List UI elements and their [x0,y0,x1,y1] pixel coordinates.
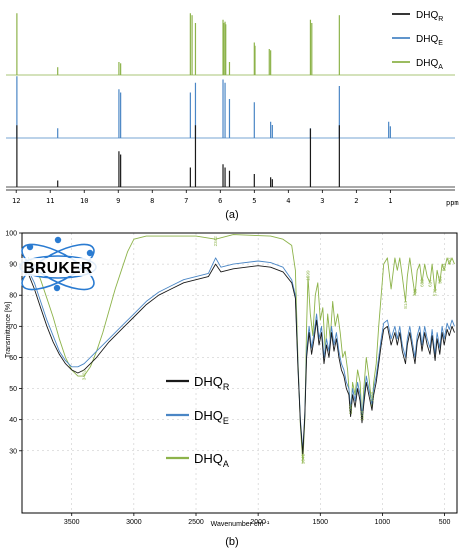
nmr-tick-label: 2 [354,197,358,205]
logo-wordmark: BRUKER [23,260,92,277]
ftir-peak-label: 462 [447,257,452,265]
ftir-peak-label: 1164 [360,410,365,420]
nmr-tick-label: 12 [12,197,20,205]
ftir-trace-dhq_r [27,263,455,455]
logo-dot-icon [54,236,62,244]
nmr-tick-label: 3 [320,197,324,205]
ftir-legend-label: DHQR [194,374,230,392]
nmr-chart: 12 11 10 9 8 7 6 5 4 3 2 1 ppm DHQR DHQE DHQA (a) [6,10,459,221]
nmr-tick-label: 11 [46,197,54,205]
ftir-y-tick-label: 40 [9,417,17,424]
ftir-peak-label: 617 [428,279,433,287]
nmr-x-axis-label: ppm [446,199,459,207]
nmr-tick-label: 7 [184,197,188,205]
ftir-y-tick-label: 100 [5,231,17,238]
ftir-x-tick-label: 500 [439,519,451,526]
ftir-x-tick-label: 2000 [250,519,266,526]
ftir-peak-label: 682 [420,279,425,287]
ftir-trace-dhq_e [27,257,455,452]
nmr-tick-label: 10 [80,197,88,205]
nmr-tick-label: 5 [252,197,256,205]
ftir-y-tick-label: 90 [9,262,17,269]
bruker-logo: BRUKER [17,236,99,292]
ftir-y-tick-label: 80 [9,293,17,300]
ftir-x-axis-label: Wavenumber cm⁻¹ [211,521,270,528]
ftir-x-tick-label: 3500 [64,519,80,526]
nmr-tick-label: 8 [150,197,154,205]
nmr-trace-dhq_e [6,76,455,139]
ftir-x-tick-label: 2500 [188,519,204,526]
ftir-legend: DHQR DHQE DHQA [166,374,230,469]
panel-label-a: (a) [225,209,238,221]
ftir-legend-label: DHQA [194,451,229,469]
ftir-y-tick-label: 30 [9,448,17,455]
ftir-y-tick-label: 70 [9,324,17,331]
logo-dot-icon [86,249,94,257]
ftir-peak-label: 738 [413,288,418,296]
ftir-peak-label: 503 [442,263,447,271]
ftir-y-tick-label: 50 [9,386,17,393]
nmr-tick-label: 6 [218,197,222,205]
ftir-peak-label: 1256 [348,404,353,415]
ftir-peak-label: 814 [403,301,408,309]
ftir-x-tick-label: 1500 [312,519,328,526]
ftir-x-tick-label: 3000 [126,519,142,526]
nmr-tick-label: 9 [116,197,120,205]
ftir-peak-label: 1641 [300,454,305,465]
nmr-tick-label: 4 [286,197,290,205]
ftir-legend-label: DHQE [194,408,229,426]
nmr-legend-label: DHQE [416,34,443,47]
nmr-traces [6,13,455,188]
ftir-peak-label: 538 [437,276,442,284]
ftir-peak-label: 2342 [213,236,218,247]
ftir-traces [27,234,455,464]
ftir-y-axis-label: Transmittance [%] [5,302,12,358]
nmr-trace-dhq_r [6,125,455,188]
nmr-legend-label: DHQA [416,58,443,71]
nmr-tick-label: 1 [388,197,392,205]
ftir-plot-frame [21,232,458,514]
ftir-x-ticks: 3500 3000 2500 2000 1500 1000 500 [64,513,451,526]
logo-dot-icon [26,243,34,251]
ftir-peak-label: 1084 [370,391,375,402]
ftir-y-tick-label: 60 [9,355,17,362]
ftir-x-tick-label: 1000 [375,519,391,526]
ftir-peak-label: 3402 [81,370,86,381]
ftir-trace-dhq_a [27,234,455,464]
nmr-legend: DHQR DHQE DHQA [392,10,443,71]
nmr-legend-label: DHQR [416,10,443,23]
panel-label-b: (b) [225,536,238,548]
logo-dot-icon [53,284,61,292]
nmr-trace-dhq_a [6,13,455,76]
ftir-peak-label: 576 [433,288,438,296]
nmr-x-ticks: 12 11 10 9 8 7 6 5 4 3 2 1 [12,190,392,205]
ftir-peak-label: 1599 [306,270,311,281]
